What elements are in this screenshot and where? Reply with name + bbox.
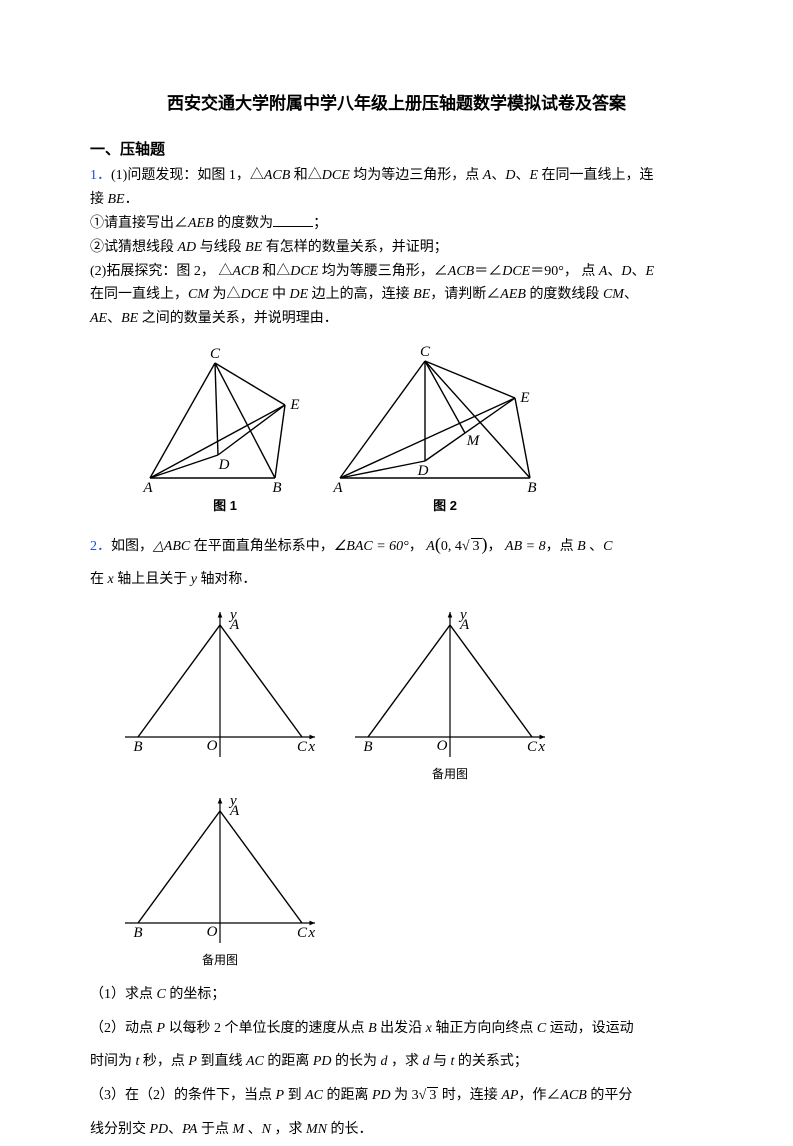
section-heading: 一、压轴题 bbox=[90, 137, 703, 163]
svg-text:O: O bbox=[207, 924, 218, 940]
svg-text:C: C bbox=[527, 739, 538, 755]
q2-line2: 在 x 轴上且关于 y 轴对称． bbox=[90, 565, 703, 596]
svg-text:A: A bbox=[229, 617, 240, 633]
svg-text:O: O bbox=[207, 738, 218, 754]
svg-text:x: x bbox=[307, 739, 315, 755]
svg-text:B: B bbox=[133, 739, 142, 755]
svg-text:D: D bbox=[218, 457, 230, 473]
backup-label-1: 备用图 bbox=[432, 764, 468, 784]
svg-text:A: A bbox=[332, 480, 343, 493]
q1-line7: AE、BE 之间的数量关系，并说明理由． bbox=[90, 307, 703, 331]
q1-line2: 接 BE． bbox=[90, 188, 703, 212]
q1-line1: 1．(1)问题发现：如图 1，△ACB 和△DCE 均为等边三角形，点 A、D、… bbox=[90, 164, 703, 188]
coord-fig-1: OxyABC bbox=[120, 607, 320, 762]
svg-text:C: C bbox=[420, 344, 431, 360]
svg-text:C: C bbox=[297, 739, 308, 755]
page-title: 西安交通大学附属中学八年级上册压轴题数学模拟试卷及答案 bbox=[90, 90, 703, 119]
svg-text:A: A bbox=[459, 617, 470, 633]
backup-label-2: 备用图 bbox=[202, 950, 238, 970]
q2-figures-row2: OxyABC 备用图 bbox=[120, 793, 703, 970]
svg-text:B: B bbox=[133, 925, 142, 941]
q2-part2a: （2）动点 P 以每秒 2 个单位长度的速度从点 B 出发沿 x 轴正方向向终点… bbox=[90, 1012, 703, 1046]
svg-text:D: D bbox=[417, 463, 429, 479]
svg-text:C: C bbox=[210, 346, 221, 362]
q1-figures: A B C D E 图 1 A B C D E M 图 2 bbox=[140, 343, 703, 517]
figure-2: A B C D E M bbox=[330, 343, 560, 493]
q2-part2b: 时间为 t 秒，点 P 到直线 AC 的距离 PD 的长为 d ，求 d 与 t… bbox=[90, 1045, 703, 1079]
q2-part3b: 线分别交 PD、PA 于点 M 、N ，求 MN 的长． bbox=[90, 1113, 703, 1146]
blank-fill[interactable] bbox=[273, 212, 313, 227]
coord-fig-3: OxyABC bbox=[120, 793, 320, 948]
q2-part1: （1）求点 C 的坐标； bbox=[90, 978, 703, 1012]
svg-text:M: M bbox=[466, 433, 481, 449]
q1-number: 1． bbox=[90, 168, 111, 183]
q1-line5: (2)拓展探究：图 2， △ACB 和△DCE 均为等腰三角形，∠ACB＝∠DC… bbox=[90, 260, 703, 284]
svg-text:A: A bbox=[229, 803, 240, 819]
svg-text:E: E bbox=[289, 397, 299, 413]
svg-text:B: B bbox=[527, 480, 536, 493]
svg-text:A: A bbox=[142, 480, 153, 493]
svg-text:B: B bbox=[272, 480, 281, 493]
svg-text:O: O bbox=[437, 738, 448, 754]
fig2-label: 图 2 bbox=[433, 495, 457, 517]
svg-text:x: x bbox=[307, 925, 315, 941]
coord-fig-2: OxyABC bbox=[350, 607, 550, 762]
svg-text:E: E bbox=[519, 390, 529, 406]
q2-number: 2． bbox=[90, 539, 111, 554]
q2-part3a: （3）在（2）的条件下，当点 P 到 AC 的距离 PD 为 3√3 时，连接 … bbox=[90, 1079, 703, 1113]
svg-text:C: C bbox=[297, 925, 308, 941]
svg-text:x: x bbox=[537, 739, 545, 755]
q1-line3: ①请直接写出∠AEB 的度数为； bbox=[90, 212, 703, 236]
svg-text:B: B bbox=[363, 739, 372, 755]
q1-line6: 在同一直线上，CM 为△DCE 中 DE 边上的高，连接 BE，请判断∠AEB … bbox=[90, 283, 703, 307]
q2-line1: 2．如图，△ABC 在平面直角坐标系中，∠BAC = 60°， A(0, 4√3… bbox=[90, 525, 703, 565]
figure-1: A B C D E bbox=[140, 343, 310, 493]
q2-figures-row1: OxyABC OxyABC 备用图 bbox=[120, 607, 703, 784]
q1-line4: ②试猜想线段 AD 与线段 BE 有怎样的数量关系，并证明； bbox=[90, 236, 703, 260]
fig1-label: 图 1 bbox=[213, 495, 237, 517]
